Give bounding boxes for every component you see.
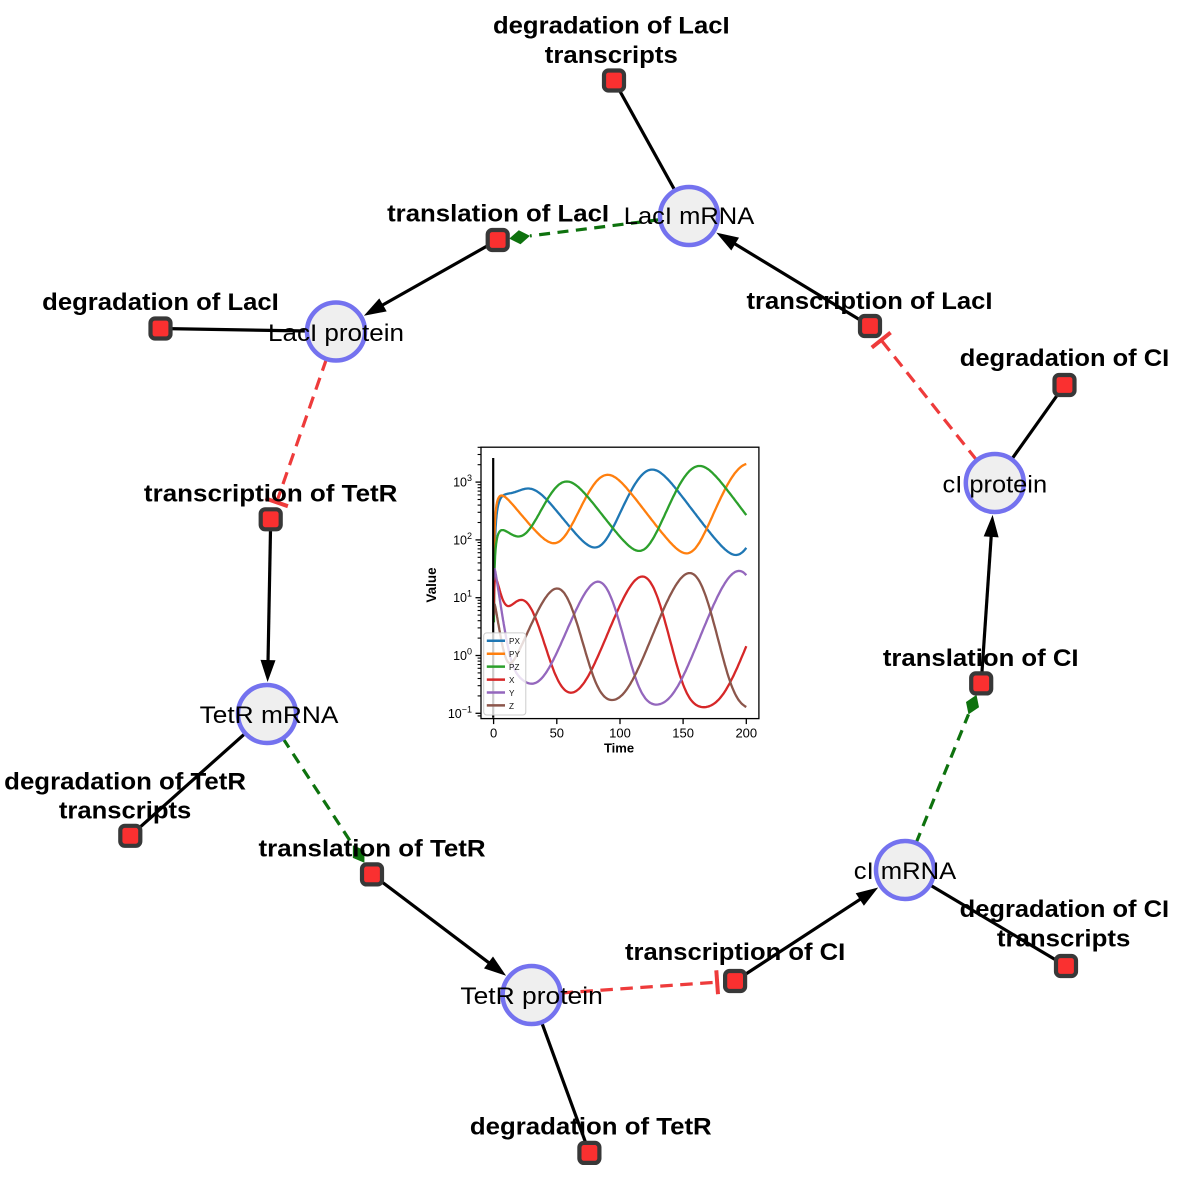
svg-text:200: 200 bbox=[735, 725, 757, 740]
svg-text:PY: PY bbox=[509, 650, 520, 659]
svg-text:Z: Z bbox=[509, 702, 514, 711]
svg-text:degradation of LacI: degradation of LacI bbox=[493, 13, 730, 40]
svg-text:Value: Value bbox=[424, 567, 439, 603]
svg-text:transcripts: transcripts bbox=[997, 926, 1131, 953]
svg-text:PZ: PZ bbox=[509, 663, 519, 672]
svg-text:degradation of LacI: degradation of LacI bbox=[42, 289, 279, 316]
svg-text:101: 101 bbox=[453, 589, 472, 606]
svg-text:TetR mRNA: TetR mRNA bbox=[200, 702, 339, 729]
svg-text:Time: Time bbox=[604, 741, 634, 756]
svg-text:102: 102 bbox=[453, 531, 472, 548]
svg-text:Y: Y bbox=[509, 689, 515, 698]
svg-text:100: 100 bbox=[453, 647, 472, 664]
svg-text:100: 100 bbox=[609, 725, 631, 740]
svg-text:degradation of CI: degradation of CI bbox=[960, 896, 1169, 923]
svg-text:LacI protein: LacI protein bbox=[268, 320, 404, 347]
svg-text:10−1: 10−1 bbox=[448, 704, 472, 721]
svg-text:PX: PX bbox=[509, 637, 520, 646]
svg-text:TetR protein: TetR protein bbox=[460, 983, 602, 1010]
svg-text:103: 103 bbox=[453, 473, 472, 490]
svg-text:LacI mRNA: LacI mRNA bbox=[624, 203, 755, 230]
svg-text:degradation of TetR: degradation of TetR bbox=[4, 768, 246, 795]
svg-text:50: 50 bbox=[550, 725, 564, 740]
svg-text:translation of LacI: translation of LacI bbox=[387, 201, 609, 228]
svg-text:150: 150 bbox=[672, 725, 694, 740]
svg-text:transcripts: transcripts bbox=[545, 42, 678, 69]
svg-text:cI mRNA: cI mRNA bbox=[854, 858, 957, 885]
svg-text:degradation of TetR: degradation of TetR bbox=[470, 1113, 712, 1140]
svg-text:cI protein: cI protein bbox=[943, 472, 1048, 499]
svg-text:0: 0 bbox=[490, 725, 497, 740]
svg-text:transcripts: transcripts bbox=[59, 798, 191, 825]
svg-text:degradation of CI: degradation of CI bbox=[960, 345, 1169, 372]
svg-text:X: X bbox=[509, 676, 515, 685]
svg-text:translation of CI: translation of CI bbox=[883, 645, 1079, 672]
svg-text:transcription of LacI: transcription of LacI bbox=[747, 288, 993, 315]
svg-text:translation of TetR: translation of TetR bbox=[259, 836, 486, 863]
svg-text:transcription of CI: transcription of CI bbox=[625, 939, 845, 966]
svg-text:transcription of TetR: transcription of TetR bbox=[144, 481, 398, 508]
